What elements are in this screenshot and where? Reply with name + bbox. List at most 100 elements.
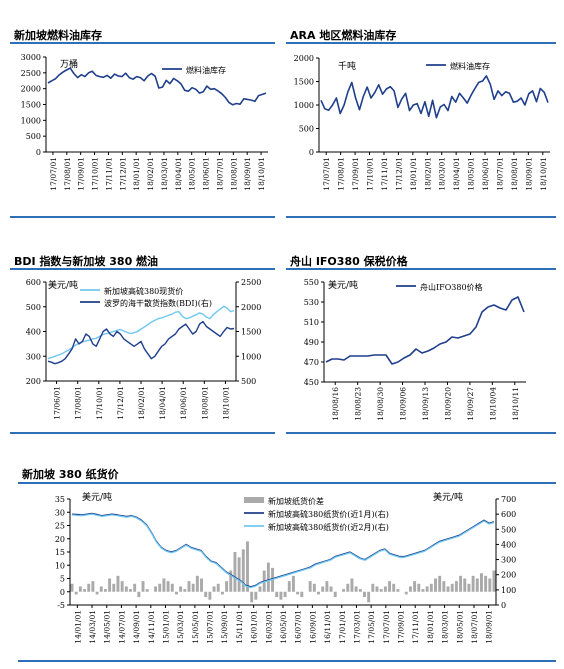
x-tick-label: 18/09/20 [443,387,452,421]
bar [388,581,392,592]
x-tick-label: 18/07/01 [215,157,224,191]
chart-title-bdi-sg380: BDI 指数与新加坡 380 燃油 [14,255,159,268]
x-tick-label: 18/09/01 [485,610,494,644]
y-tick-label: 300 [26,352,41,361]
chart-title-zs-ifo380: 舟山 IFO380 保税价格 [290,255,408,268]
bar [371,583,375,592]
x-tick-label: 18/01/01 [409,157,418,191]
x-tick-label: 18/10/01 [221,386,230,420]
x-tick-label: 17/09/01 [351,157,360,191]
bar [379,589,383,592]
bar [200,578,203,592]
x-tick-label: 16/09/01 [308,610,317,644]
bar [78,586,82,592]
bottom-rule [286,432,556,434]
x-tick-label: 15/11/01 [235,610,244,644]
unit-label: 美元/吨 [48,279,78,291]
x-tick-label: 17/09/01 [77,157,86,191]
bar [367,591,371,603]
bar [434,578,437,592]
bar [233,552,237,592]
y2-tick-label: 500 [501,525,516,534]
x-tick-label: 17/10/01 [91,157,100,191]
chart-ara-fuel-stock: 0 500 1000 1500 2000 17/07/01 17/08/01 17/09/01… [294,54,550,191]
x-tick-label: 17/12/01 [394,157,403,191]
bar [300,591,304,598]
y-tick-label: 600 [26,278,41,287]
bar [275,591,279,598]
bar [183,589,187,592]
series-line [71,513,495,589]
bar [141,581,145,592]
x-tick-label: 15/01/01 [161,610,170,644]
legend-label: 波罗的海干散货指数(BDI)(右) [104,298,212,308]
series-line [47,320,235,365]
bar [488,578,492,592]
legend-label: 舟山IFO380价格 [420,282,483,292]
bar [459,575,463,592]
bar [279,591,283,600]
x-tick-label: 18/08/23 [354,387,363,421]
bottom-rule [18,660,556,662]
x-tick-label: 18/08/01 [510,157,519,191]
bar [408,586,412,592]
y2-tick-label: 1000 [241,352,261,361]
x-tick-label: 18/07/01 [495,157,504,191]
bar [417,583,421,592]
bar [162,578,166,592]
bar [229,570,233,592]
x-tick-label: 18/08/01 [229,157,238,191]
bar [258,586,262,592]
y-tick-label: 1500 [21,101,41,110]
y-tick-label: 3000 [21,53,41,62]
title-rule [286,268,556,270]
bar [375,586,379,592]
y2-tick-label: 2000 [241,303,261,312]
y2-tick-label: 400 [501,540,516,549]
y-tick-label: 450 [304,378,319,387]
title-rule [10,268,275,270]
bar [91,581,95,592]
bar [179,586,183,592]
bar [166,581,170,592]
y2-tick-label: 700 [501,495,516,504]
bar [404,591,408,595]
y2-tick-label: 200 [501,571,516,580]
bar [358,589,362,592]
y-tick-label: 0 [60,588,65,597]
bar [158,583,162,592]
bar [137,591,141,598]
x-tick-label: 17/08/01 [63,157,72,191]
unit-label: 千吨 [338,60,356,72]
x-tick-label: 18/03/01 [441,610,450,644]
bar [74,591,78,595]
y-tick-label: 20 [55,535,65,544]
chart-title-ara-fuel-stock: ARA 地区燃料油库存 [290,29,397,42]
y-tick-label: 500 [26,132,41,141]
x-tick-label: 17/12/01 [116,386,125,420]
x-tick-label: 17/06/01 [53,386,62,420]
bar [346,583,350,592]
x-tick-label: 18/09/01 [524,157,533,191]
x-tick-label: 17/01/01 [338,610,347,644]
title-rule [18,482,556,484]
legend-label: 新加坡高硫380现货价 [104,286,183,296]
x-tick-label: 18/05/01 [467,157,476,191]
x-tick-label: 18/09/13 [421,387,430,421]
y-tick-label: 30 [55,508,65,517]
chart-title-sg-fuel-stock: 新加坡燃料油库存 [14,29,102,42]
series-line [47,67,267,106]
bar [492,570,496,592]
x-tick-label: 14/05/01 [103,610,112,644]
x-tick-label: 17/08/01 [337,157,346,191]
x-tick-label: 18/06/01 [481,157,490,191]
y-tick-label: 25 [55,522,65,531]
bar [145,589,149,592]
x-tick-label: 18/01/01 [426,610,435,644]
y-tick-label: 490 [304,338,319,347]
bar [170,583,174,592]
x-tick-label: 16/03/01 [264,610,273,644]
bar [475,578,479,592]
bar [83,589,86,592]
y-tick-label: 1500 [294,78,314,87]
